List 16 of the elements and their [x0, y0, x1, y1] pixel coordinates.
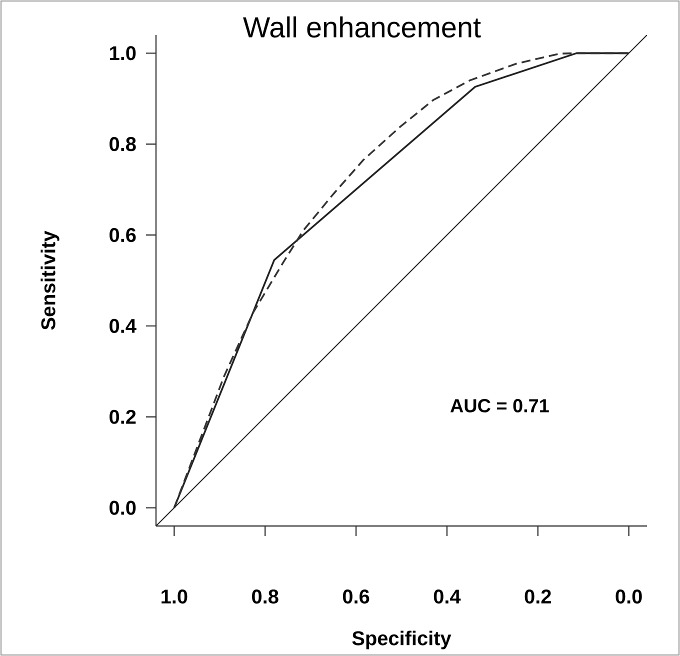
x-axis-title: Specificity — [352, 630, 452, 650]
y-tick-label: 1.0 — [110, 46, 136, 60]
x-tick-label: 0.4 — [434, 590, 461, 604]
y-axis-title: Sensitivity — [40, 230, 60, 330]
annotation: AUC = 0.71 — [450, 398, 549, 412]
x-tick-label: 1.0 — [162, 590, 188, 604]
y-tick-label: 0.0 — [110, 500, 136, 515]
x-tick-label: 0.2 — [524, 590, 551, 604]
x-tick-label: 0.0 — [616, 590, 642, 604]
y-tick-label: 0.4 — [110, 318, 136, 333]
x-tick-label: 0.6 — [342, 590, 370, 604]
y-tick-label: 0.2 — [110, 410, 136, 424]
chart-title: Wall enhancement — [243, 16, 481, 38]
y-tick-label: 0.6 — [110, 228, 136, 242]
x-tick-label: 0.8 — [252, 590, 278, 604]
y-tick-label: 0.8 — [110, 137, 136, 152]
